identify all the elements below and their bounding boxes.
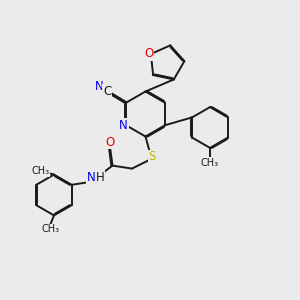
Text: N: N [86,171,95,184]
Text: S: S [149,150,156,164]
Text: O: O [144,47,153,61]
Text: N: N [95,80,104,93]
Text: CH₃: CH₃ [32,166,50,176]
Text: H: H [95,171,104,184]
Text: CH₃: CH₃ [41,224,59,235]
Text: N: N [119,119,128,132]
Text: CH₃: CH₃ [201,158,219,168]
Text: C: C [103,85,111,98]
Text: O: O [106,136,115,149]
